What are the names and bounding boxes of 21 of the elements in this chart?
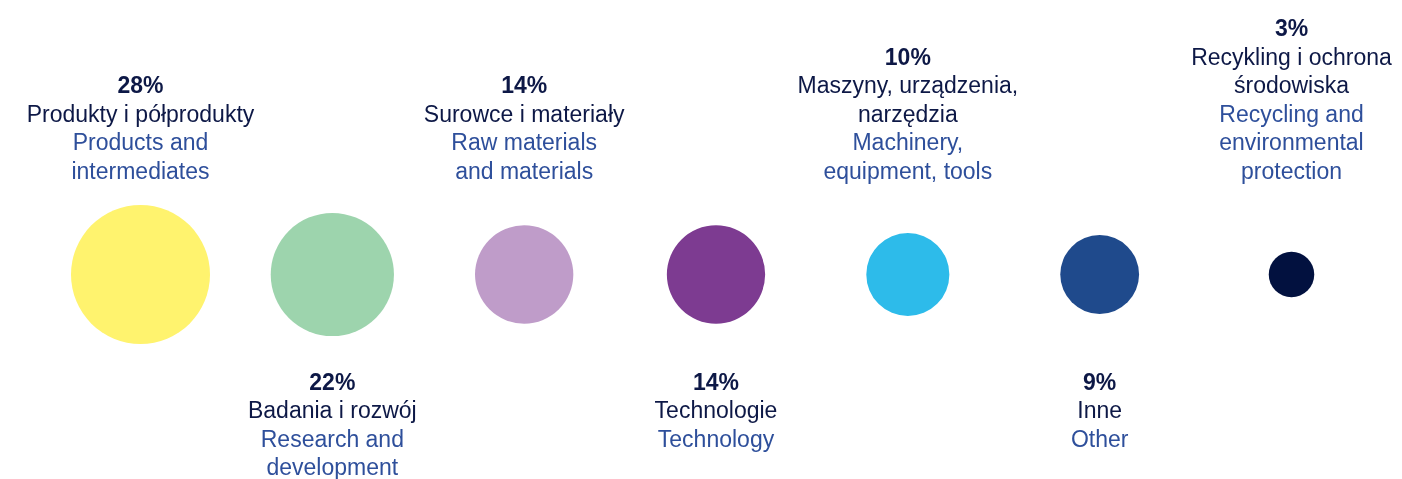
category-label: Surowce i materiały [423,100,626,127]
category-label: Badania i rozwój [247,397,417,423]
data-label: 14% [501,72,548,98]
data-label: 10% [884,43,931,70]
data-label: 28% [117,72,164,98]
data-label: 14% [692,368,740,395]
text: Machinery, equipment, tools [823,129,993,184]
text: Recycling and environmental protection [1219,100,1364,184]
category-label: Inne [1077,397,1123,423]
data-label: 3% [1274,15,1309,41]
category-label: Produkty i półprodukty [26,100,255,127]
category-label: Technologie [654,397,778,423]
text: Technology [657,425,775,452]
text: Products and intermediates [71,129,210,184]
category-label: Recykling i ochrona środowiska [1191,43,1393,98]
category-label: Maszyny, urządzenia, narzędzia [797,72,1019,127]
text: Other [1070,425,1129,452]
data-label: 9% [1083,368,1117,395]
text: Raw materials and materials [451,129,598,184]
text: Research and development [260,425,404,479]
data-label: 22% [309,368,356,395]
